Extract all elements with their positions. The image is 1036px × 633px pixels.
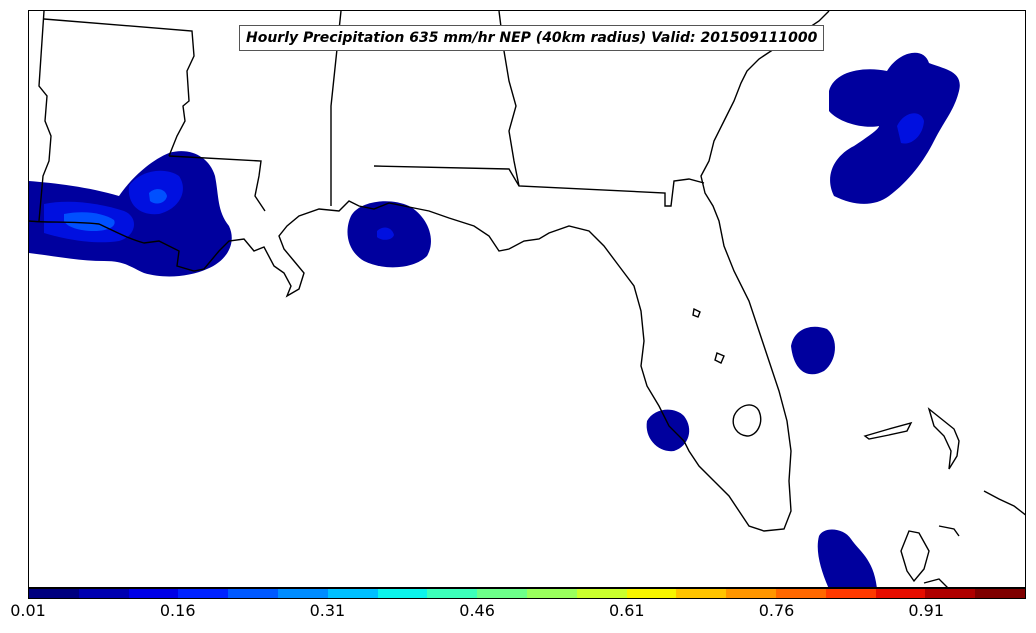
colorbar-segment <box>327 589 378 598</box>
island-bahamas-grand <box>863 421 913 440</box>
lake-small-1 <box>714 352 725 364</box>
precip-peak-louisiana-east <box>149 189 167 204</box>
colorbar-tick-label: 0.46 <box>459 601 495 620</box>
state-boundary-ms-la <box>168 155 266 212</box>
colorbar-segment <box>228 589 278 598</box>
precipitation-layer <box>29 52 960 587</box>
colorbar-segment <box>726 589 776 598</box>
colorbar-segment <box>576 589 627 598</box>
colorbar-segment <box>526 589 577 598</box>
colorbar-tick-label: 0.01 <box>10 601 46 620</box>
island-bahamas-eleuthera <box>983 490 1025 516</box>
state-boundary-al-fl <box>373 165 705 207</box>
colorbar-tick-label: 0.61 <box>608 601 645 620</box>
lake-okeechobee <box>732 404 762 437</box>
colorbar-tick-label: 0.16 <box>159 601 196 620</box>
colorbar-segment <box>178 589 229 598</box>
colorbar-segment <box>775 589 826 598</box>
lake-small-2 <box>692 307 701 318</box>
colorbar-tick-label: 0.76 <box>758 601 795 620</box>
colorbar-segment <box>875 589 926 598</box>
colorbar-segment <box>29 589 79 598</box>
precip-area-atlantic-north <box>829 52 960 204</box>
colorbar-tick-label: 0.31 <box>309 601 346 620</box>
coastline-layer <box>29 11 1025 587</box>
precip-core-atlantic-north <box>897 113 924 144</box>
map-panel[interactable]: Hourly Precipitation 635 mm/hr NEP (40km… <box>28 10 1026 588</box>
precip-peak-mobile <box>377 227 394 240</box>
island-bahamas-abaco <box>927 407 960 470</box>
state-boundary-ga-al <box>498 11 520 187</box>
colorbar-tick-label: 0.91 <box>908 601 944 620</box>
island-cuba-north <box>923 578 948 587</box>
colorbar-segment <box>427 589 478 598</box>
island-bahamas-andros <box>900 530 930 583</box>
precip-peak-louisiana-west <box>64 212 115 231</box>
colorbar <box>28 588 1026 599</box>
precip-area-south <box>817 529 877 587</box>
colorbar-segment <box>626 589 677 598</box>
colorbar-segment <box>825 589 876 598</box>
precip-area-atlantic-east <box>791 326 835 375</box>
map-title: Hourly Precipitation 635 mm/hr NEP (40km… <box>239 25 825 51</box>
state-boundary-la-west <box>38 11 52 222</box>
coastline-gulf <box>29 30 805 532</box>
island-bahamas-exuma <box>938 525 960 537</box>
colorbar-segment <box>925 589 976 598</box>
colorbar-segment <box>477 589 527 598</box>
colorbar-segment <box>78 589 129 598</box>
state-boundary-ar-la <box>43 18 195 157</box>
colorbar-segment <box>676 589 727 598</box>
colorbar-ticks: 0.01 0.16 0.31 0.46 0.61 0.76 0.91 <box>0 601 1036 625</box>
colorbar-segment <box>975 589 1025 598</box>
colorbar-segment <box>128 589 179 598</box>
colorbar-segment <box>377 589 428 598</box>
colorbar-segment <box>277 589 328 598</box>
precip-area-sw-florida <box>646 409 690 452</box>
precipitation-map <box>29 11 1025 587</box>
